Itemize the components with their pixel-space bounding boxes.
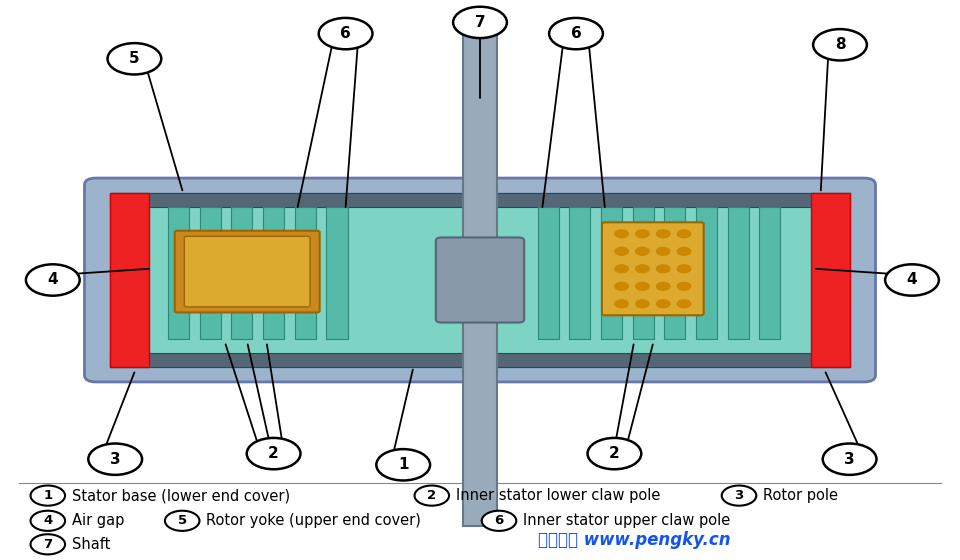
- Text: Air gap: Air gap: [72, 514, 125, 528]
- Bar: [811, 193, 850, 367]
- Circle shape: [614, 282, 628, 290]
- Text: 8: 8: [834, 38, 846, 52]
- Bar: [110, 193, 850, 207]
- Circle shape: [678, 230, 691, 238]
- Circle shape: [614, 230, 628, 238]
- Text: Shaft: Shaft: [72, 537, 110, 552]
- Text: Stator base (lower end cover): Stator base (lower end cover): [72, 488, 290, 503]
- Bar: [200, 207, 221, 339]
- Circle shape: [722, 486, 756, 506]
- Circle shape: [657, 265, 670, 273]
- Text: 3: 3: [734, 489, 744, 502]
- Text: 2: 2: [427, 489, 437, 502]
- Circle shape: [614, 248, 628, 255]
- Text: 2: 2: [268, 446, 279, 461]
- Bar: [110, 193, 149, 367]
- Text: 4: 4: [906, 273, 918, 287]
- Text: Rotor yoke (upper end cover): Rotor yoke (upper end cover): [206, 514, 421, 528]
- Bar: [538, 207, 559, 339]
- Text: 1: 1: [398, 458, 408, 472]
- Text: 3: 3: [109, 452, 121, 466]
- Text: Inner stator lower claw pole: Inner stator lower claw pole: [456, 488, 660, 503]
- Circle shape: [636, 230, 649, 238]
- Bar: [463, 34, 497, 526]
- Text: 6: 6: [570, 26, 582, 41]
- Circle shape: [31, 534, 65, 554]
- Circle shape: [636, 300, 649, 308]
- Circle shape: [823, 444, 876, 475]
- Circle shape: [549, 18, 603, 49]
- Circle shape: [453, 7, 507, 38]
- Circle shape: [636, 282, 649, 290]
- Circle shape: [636, 265, 649, 273]
- FancyBboxPatch shape: [84, 178, 876, 382]
- Text: 5: 5: [129, 52, 140, 66]
- FancyBboxPatch shape: [175, 231, 320, 312]
- Text: 5: 5: [178, 514, 187, 528]
- Circle shape: [678, 300, 691, 308]
- Text: 7: 7: [474, 15, 486, 30]
- Bar: [110, 353, 850, 367]
- Bar: [295, 207, 316, 339]
- Circle shape: [31, 486, 65, 506]
- Text: 鹏茂科艺 www.pengky.cn: 鹏茂科艺 www.pengky.cn: [538, 531, 731, 549]
- Circle shape: [614, 300, 628, 308]
- Text: Inner stator upper claw pole: Inner stator upper claw pole: [523, 514, 731, 528]
- Text: 1: 1: [43, 489, 53, 502]
- Text: 3: 3: [844, 452, 855, 466]
- Circle shape: [657, 230, 670, 238]
- Circle shape: [636, 248, 649, 255]
- Text: 6: 6: [494, 514, 504, 528]
- Circle shape: [26, 264, 80, 296]
- Circle shape: [678, 265, 691, 273]
- Circle shape: [165, 511, 200, 531]
- Bar: [633, 207, 654, 339]
- Circle shape: [657, 282, 670, 290]
- Bar: [696, 207, 717, 339]
- FancyBboxPatch shape: [602, 222, 704, 315]
- Circle shape: [678, 248, 691, 255]
- Text: 4: 4: [47, 273, 59, 287]
- Circle shape: [376, 449, 430, 480]
- Circle shape: [319, 18, 372, 49]
- Bar: [601, 207, 622, 339]
- Circle shape: [588, 438, 641, 469]
- Bar: [231, 207, 252, 339]
- Circle shape: [31, 511, 65, 531]
- Bar: [759, 207, 780, 339]
- Text: 4: 4: [43, 514, 53, 528]
- Circle shape: [88, 444, 142, 475]
- Bar: [263, 207, 284, 339]
- Circle shape: [813, 29, 867, 60]
- Text: 6: 6: [340, 26, 351, 41]
- Circle shape: [657, 248, 670, 255]
- Circle shape: [247, 438, 300, 469]
- Text: 7: 7: [43, 538, 53, 551]
- FancyBboxPatch shape: [184, 236, 310, 307]
- Bar: [326, 207, 348, 339]
- Text: 2: 2: [609, 446, 620, 461]
- Bar: [569, 207, 590, 339]
- Circle shape: [678, 282, 691, 290]
- Circle shape: [108, 43, 161, 74]
- Text: Rotor pole: Rotor pole: [763, 488, 838, 503]
- Circle shape: [415, 486, 449, 506]
- Bar: [110, 193, 850, 367]
- Circle shape: [482, 511, 516, 531]
- Bar: [664, 207, 685, 339]
- FancyBboxPatch shape: [436, 237, 524, 323]
- Circle shape: [657, 300, 670, 308]
- Circle shape: [614, 265, 628, 273]
- Bar: [728, 207, 749, 339]
- Circle shape: [885, 264, 939, 296]
- Bar: [168, 207, 189, 339]
